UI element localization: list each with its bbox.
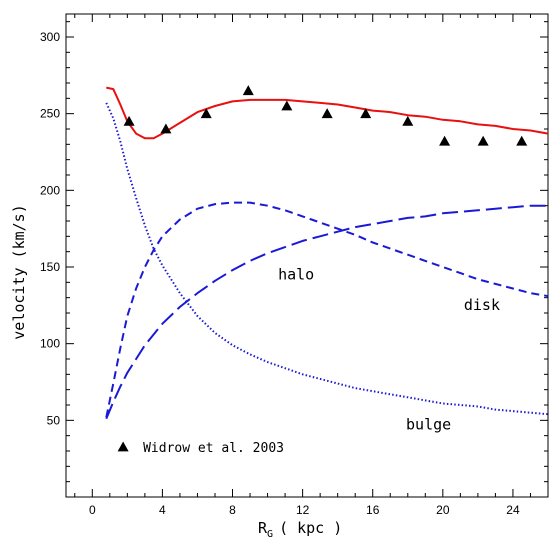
x-axis-label: RG ( kpc ) [258,519,342,540]
data-point-triangle [402,115,414,126]
plot-frame [65,13,549,498]
x-tick-label: 24 [506,503,520,517]
series-line-total [106,86,549,140]
series-lines [105,86,549,420]
data-point-triangle [516,135,528,146]
series-line-halo [105,204,548,420]
y-tick-label: 50 [47,413,61,427]
y-tick-label: 200 [40,183,60,197]
y-tick-label: 100 [40,337,60,351]
data-point-triangle [360,108,372,119]
data-point-triangle [160,123,172,134]
data-point-triangle [477,135,489,146]
annotation-halo: halo [278,265,314,283]
x-axis-label-symbol: R [258,519,268,537]
x-axis-label-unit: ( kpc ) [279,519,342,537]
legend-marker-triangle [117,441,129,452]
data-point-triangle [242,85,254,96]
x-tick-label: 16 [366,503,380,517]
y-tick-label: 150 [40,260,60,274]
series-line-bulge [105,102,549,416]
data-point-triangle [123,115,135,126]
x-tick-label: 20 [436,503,450,517]
y-tick-label: 300 [40,30,60,44]
data-point-triangle [321,108,333,119]
curve-annotations: halo disk bulge [278,265,500,433]
annotation-bulge: bulge [406,416,451,434]
data-points [123,85,528,146]
y-axis-label: velocity (km/s) [10,204,28,339]
x-tick-label: 12 [296,503,310,517]
legend-label: Widrow et al. 2003 [143,441,284,456]
axis-ticks [66,14,549,497]
series-line-disk [105,201,549,418]
axis-tick-labels: 0 4 8 12 16 20 24 50 100 150 200 250 300 [40,30,520,517]
data-point-triangle [439,135,451,146]
data-point-triangle [281,100,293,111]
x-tick-label: 8 [229,503,236,517]
annotation-disk: disk [464,296,500,314]
data-point-triangle [200,108,212,119]
x-tick-label: 0 [89,503,96,517]
x-tick-label: 4 [159,503,166,517]
y-tick-label: 250 [40,107,60,121]
legend: Widrow et al. 2003 [117,441,284,456]
x-axis-label-subscript: G [267,529,273,540]
